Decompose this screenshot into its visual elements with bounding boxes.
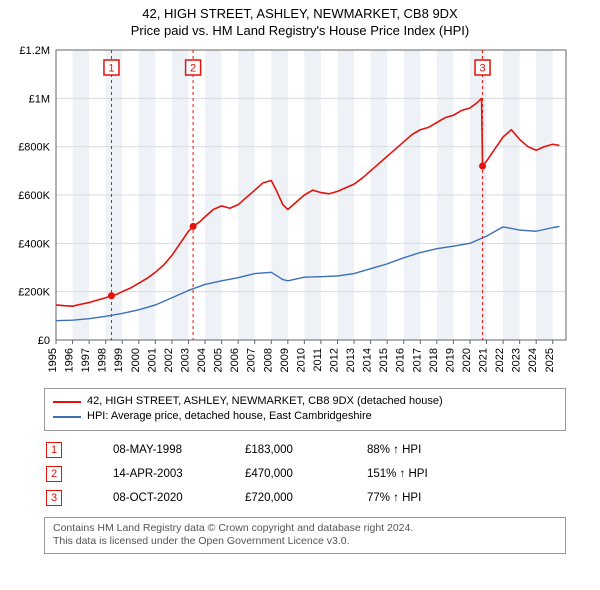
legend: 42, HIGH STREET, ASHLEY, NEWMARKET, CB8 … <box>44 388 566 431</box>
legend-label-price: 42, HIGH STREET, ASHLEY, NEWMARKET, CB8 … <box>87 394 443 409</box>
svg-text:2010: 2010 <box>295 348 307 372</box>
svg-text:1999: 1999 <box>113 348 125 372</box>
svg-text:3: 3 <box>479 63 485 75</box>
svg-text:2007: 2007 <box>246 348 258 372</box>
sales-row: 1 08-MAY-1998£183,00088% ↑ HPI <box>46 439 564 461</box>
svg-text:£1M: £1M <box>29 93 50 105</box>
svg-text:£1.2M: £1.2M <box>19 45 50 57</box>
sale-pct: 151% ↑ HPI <box>367 463 564 485</box>
svg-text:2009: 2009 <box>279 348 291 372</box>
title-address: 42, HIGH STREET, ASHLEY, NEWMARKET, CB8 … <box>8 6 592 21</box>
svg-text:2002: 2002 <box>163 348 175 372</box>
svg-text:2004: 2004 <box>196 348 208 372</box>
legend-swatch-hpi <box>53 416 81 418</box>
svg-text:2022: 2022 <box>494 348 506 372</box>
svg-text:2025: 2025 <box>544 348 556 372</box>
chart-title-block: 42, HIGH STREET, ASHLEY, NEWMARKET, CB8 … <box>8 6 592 38</box>
footer-attribution: Contains HM Land Registry data © Crown c… <box>44 517 566 554</box>
title-subtitle: Price paid vs. HM Land Registry's House … <box>8 23 592 38</box>
sale-marker-icon: 3 <box>46 490 62 506</box>
legend-row-price: 42, HIGH STREET, ASHLEY, NEWMARKET, CB8 … <box>53 394 557 409</box>
svg-text:2001: 2001 <box>146 348 158 372</box>
legend-row-hpi: HPI: Average price, detached house, East… <box>53 409 557 424</box>
svg-text:2000: 2000 <box>130 348 142 372</box>
svg-text:2019: 2019 <box>444 348 456 372</box>
sale-date: 14-APR-2003 <box>113 463 243 485</box>
svg-text:£600K: £600K <box>18 190 50 202</box>
svg-text:2017: 2017 <box>411 348 423 372</box>
sale-date: 08-MAY-1998 <box>113 439 243 461</box>
sale-marker-icon: 1 <box>46 442 62 458</box>
sale-pct: 77% ↑ HPI <box>367 487 564 509</box>
chart-svg: £0 £200K £400K £600K £800K £1M £1.2M 1995 1996 19… <box>8 42 568 382</box>
legend-swatch-price <box>53 401 81 403</box>
svg-text:2006: 2006 <box>229 348 241 372</box>
svg-text:2012: 2012 <box>328 348 340 372</box>
svg-text:1: 1 <box>108 63 114 75</box>
sale-price: £720,000 <box>245 487 365 509</box>
svg-text:1997: 1997 <box>80 348 92 372</box>
sale-marker-icon: 2 <box>46 466 62 482</box>
footer-line1: Contains HM Land Registry data © Crown c… <box>53 522 557 536</box>
svg-text:2023: 2023 <box>511 348 523 372</box>
svg-text:2024: 2024 <box>527 348 539 372</box>
svg-text:1995: 1995 <box>47 348 59 372</box>
sales-row: 3 08-OCT-2020£720,00077% ↑ HPI <box>46 487 564 509</box>
legend-label-hpi: HPI: Average price, detached house, East… <box>87 409 372 424</box>
sale-price: £470,000 <box>245 463 365 485</box>
svg-text:2013: 2013 <box>345 348 357 372</box>
svg-text:2005: 2005 <box>213 348 225 372</box>
svg-text:2011: 2011 <box>312 348 324 372</box>
svg-text:£800K: £800K <box>18 142 50 154</box>
svg-text:2020: 2020 <box>461 348 473 372</box>
svg-text:2016: 2016 <box>395 348 407 372</box>
svg-text:2018: 2018 <box>428 348 440 372</box>
sales-row: 2 14-APR-2003£470,000151% ↑ HPI <box>46 463 564 485</box>
sale-pct: 88% ↑ HPI <box>367 439 564 461</box>
svg-text:1998: 1998 <box>97 348 109 372</box>
svg-text:1996: 1996 <box>64 348 76 372</box>
sale-price: £183,000 <box>245 439 365 461</box>
svg-text:2014: 2014 <box>362 348 374 372</box>
svg-text:2008: 2008 <box>262 348 274 372</box>
svg-text:2015: 2015 <box>378 348 390 372</box>
svg-text:£0: £0 <box>38 335 50 347</box>
footer-line2: This data is licensed under the Open Gov… <box>53 535 557 549</box>
sale-date: 08-OCT-2020 <box>113 487 243 509</box>
svg-text:£400K: £400K <box>18 238 50 250</box>
svg-text:2: 2 <box>190 63 196 75</box>
svg-text:2003: 2003 <box>179 348 191 372</box>
chart-container: { "header": { "title_line1": "42, HIGH S… <box>0 0 600 562</box>
svg-text:2021: 2021 <box>478 348 490 372</box>
sales-table: 1 08-MAY-1998£183,00088% ↑ HPI 2 14-APR-200… <box>44 437 566 511</box>
svg-text:£200K: £200K <box>18 287 50 299</box>
chart-area: £0 £200K £400K £600K £800K £1M £1.2M 1995 1996 19… <box>8 42 592 382</box>
